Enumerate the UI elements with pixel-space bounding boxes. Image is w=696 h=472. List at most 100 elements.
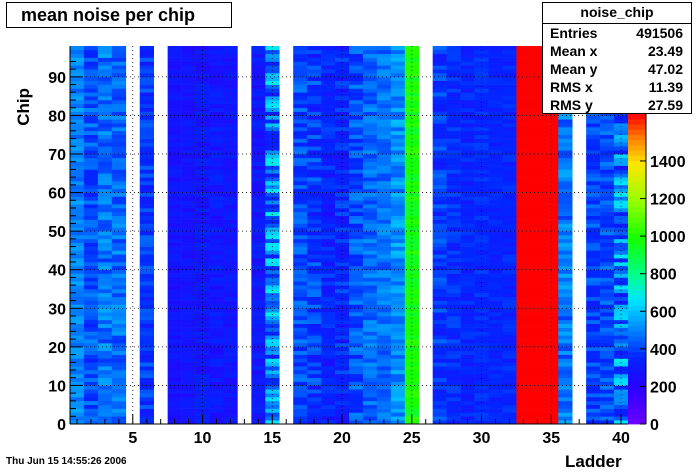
heatmap-cell (614, 134, 629, 139)
heatmap-cell (530, 235, 545, 240)
heatmap-cell (209, 157, 224, 163)
heatmap-cell (488, 242, 503, 247)
heatmap-cell (376, 362, 392, 367)
heatmap-cell (390, 273, 406, 278)
heatmap-cell (446, 339, 461, 344)
heatmap-cell (97, 119, 113, 124)
y-axis-label-wrap: Chip (14, 88, 34, 128)
heatmap-cell (349, 181, 364, 186)
heatmap-cell (600, 238, 615, 244)
heatmap-cell (446, 269, 461, 274)
heatmap-cell (516, 300, 531, 305)
heatmap-cell (446, 204, 461, 209)
heatmap-cell (488, 381, 503, 386)
heatmap-cell (167, 381, 182, 386)
heatmap-cell (293, 157, 308, 163)
heatmap-cell (432, 53, 447, 58)
heatmap-cell (195, 61, 210, 66)
heatmap-cell (111, 84, 127, 89)
heatmap-cell (390, 111, 406, 116)
heatmap-cell (446, 373, 461, 379)
heatmap-cell (600, 188, 615, 193)
heatmap-cell (181, 370, 196, 375)
heatmap-cell (474, 366, 489, 371)
heatmap-cell (167, 354, 182, 359)
heatmap-cell (181, 103, 196, 109)
heatmap-cell (530, 200, 545, 205)
heatmap-cell (223, 250, 238, 255)
heatmap-cell (139, 219, 154, 224)
colorbar-segment (628, 248, 646, 254)
heatmap-cell (349, 235, 364, 240)
heatmap-cell (70, 254, 85, 259)
heatmap-cell (265, 146, 280, 151)
heatmap-cell (474, 219, 489, 224)
heatmap-cell (195, 323, 210, 328)
heatmap-cell (600, 331, 615, 336)
heatmap-cell (111, 308, 127, 313)
colorbar-tick-label: 400 (650, 342, 677, 359)
heatmap-cell (460, 370, 475, 375)
heatmap-cell (530, 350, 545, 355)
heatmap-cell (432, 208, 447, 213)
heatmap-cell (349, 49, 364, 55)
heatmap-cell (488, 262, 503, 267)
heatmap-cell (209, 76, 224, 82)
heatmap-cell (139, 76, 154, 82)
heatmap-cell (307, 346, 322, 352)
heatmap-cell (181, 107, 196, 112)
heatmap-cell (600, 223, 615, 228)
heatmap-cell (502, 73, 517, 78)
heatmap-cell (404, 281, 420, 286)
heatmap-cell (209, 196, 224, 201)
heatmap-cell (614, 343, 629, 348)
heatmap-cell (251, 80, 266, 85)
heatmap-cell (446, 262, 461, 267)
heatmap-cell (209, 200, 224, 205)
heatmap-cell (586, 134, 601, 139)
heatmap-cell (223, 211, 238, 217)
heatmap-cell (167, 281, 182, 286)
heatmap-cell (502, 319, 517, 325)
y-tick-label: 0 (57, 417, 66, 434)
heatmap-cell (181, 385, 196, 390)
heatmap-cell (321, 88, 336, 93)
heatmap-cell (83, 397, 99, 402)
heatmap-cell (516, 354, 531, 359)
heatmap-cell (139, 80, 154, 85)
heatmap-cell (335, 130, 350, 136)
heatmap-cell (251, 238, 266, 244)
heatmap-cell (335, 250, 350, 255)
heatmap-cell (167, 362, 182, 367)
heatmap-cell (70, 331, 85, 336)
heatmap-cell (349, 262, 364, 267)
heatmap-cell (293, 254, 308, 259)
heatmap-cell (474, 69, 489, 74)
heatmap-cell (321, 57, 336, 62)
heatmap-cell (209, 231, 224, 236)
heatmap-cell (362, 231, 378, 236)
heatmap-cell (97, 246, 113, 251)
heatmap-cell (167, 227, 182, 232)
heatmap-cell (544, 323, 559, 328)
heatmap-cell (83, 157, 99, 163)
heatmap-cell (544, 277, 559, 282)
y-tick-label: 80 (48, 108, 66, 125)
heatmap-cell (139, 173, 154, 178)
heatmap-cell (223, 327, 238, 332)
heatmap-cell (321, 215, 336, 220)
heatmap-cell (223, 192, 238, 197)
heatmap-cell (600, 308, 615, 313)
heatmap-cell (321, 208, 336, 213)
heatmap-cell (70, 219, 85, 224)
heatmap-cell (376, 308, 392, 313)
heatmap-cell (251, 142, 266, 147)
heatmap-cell (586, 154, 601, 159)
heatmap-cell (600, 227, 615, 232)
heatmap-cell (181, 242, 196, 247)
heatmap-cell (97, 335, 113, 340)
heatmap-cell (488, 377, 503, 382)
heatmap-cell (488, 146, 503, 151)
heatmap-cell (502, 100, 517, 105)
heatmap-cell (349, 373, 364, 379)
